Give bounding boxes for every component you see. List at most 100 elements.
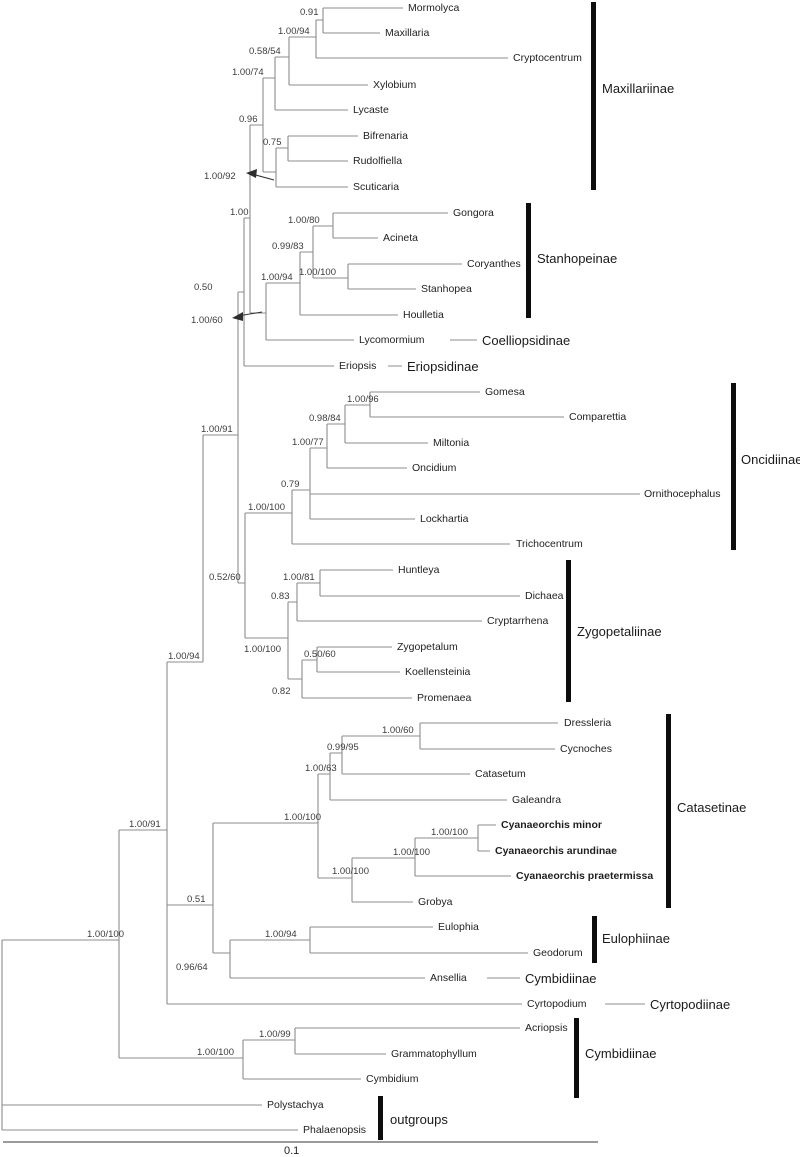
taxon-label: Mormolyca — [408, 2, 460, 14]
support-value: 1.00/91 — [201, 424, 233, 435]
support-value: 1.00/100 — [284, 812, 321, 823]
subfamily-label: Eriopsidinae — [407, 359, 479, 374]
taxon-label: Maxillaria — [385, 27, 430, 39]
support-value: 0.58/54 — [249, 46, 281, 57]
subfamily-bar — [378, 1096, 383, 1140]
inline-subfamily-labels: Coelliopsidinae Eriopsidinae Cymbidiinae… — [407, 333, 730, 1012]
taxon-label: Oncidium — [412, 462, 457, 474]
taxon-label: Cycnoches — [560, 743, 612, 755]
subfamily-label: Catasetinae — [677, 800, 746, 815]
taxon-label: Geodorum — [533, 947, 583, 959]
subfamily-bar — [566, 560, 571, 702]
subfamily-label: Eulophiinae — [602, 931, 670, 946]
support-value: 1.00/100 — [332, 866, 369, 877]
subfamily-label: Oncidiinae — [741, 452, 800, 467]
subfamily-bars: Maxillariinae Stanhopeinae Oncidiinae Zy… — [378, 2, 800, 1140]
taxon-label: Cymbidium — [366, 1073, 419, 1085]
taxon-label: Lycaste — [353, 104, 389, 116]
taxon-label: Cyrtopodium — [527, 998, 587, 1010]
support-value: 1.00/96 — [347, 394, 379, 405]
arrow-pointer — [246, 169, 275, 181]
support-value: 0.83 — [271, 591, 290, 602]
arrow-pointer — [232, 311, 263, 321]
support-value: 1.00/100 — [393, 847, 430, 858]
support-value: 1.00/100 — [431, 827, 468, 838]
support-value: 1.00/92 — [204, 171, 236, 182]
taxon-label: Trichocentrum — [516, 538, 583, 550]
support-value: 1.00/100 — [299, 267, 336, 278]
support-value: 1.00/94 — [265, 929, 297, 940]
tree-branches — [1, 7, 645, 1131]
taxon-label: Cyanaeorchis praetermissa — [516, 870, 653, 882]
taxon-label: Zygopetalum — [397, 641, 458, 653]
support-value: 0.50/60 — [304, 649, 336, 660]
subfamily-bar — [731, 383, 736, 550]
subfamily-label: outgroups — [390, 1112, 448, 1127]
taxon-label: Grammatophyllum — [391, 1048, 477, 1060]
support-value: 1.00/77 — [292, 437, 324, 448]
subfamily-bar — [526, 203, 531, 318]
taxon-label: Coryanthes — [467, 258, 521, 270]
taxon-label: Catasetum — [475, 768, 526, 780]
taxon-label: Grobya — [418, 896, 453, 908]
taxon-label: Gomesa — [485, 386, 525, 398]
taxon-label: Eulophia — [438, 921, 479, 933]
support-value: 0.51 — [187, 894, 206, 905]
taxon-label: Promenaea — [417, 692, 471, 704]
support-value: 1.00/100 — [248, 502, 285, 513]
support-value: 1.00/60 — [191, 315, 223, 326]
subfamily-bar — [591, 2, 596, 190]
taxon-label: Phalaenopsis — [303, 1124, 366, 1136]
subfamily-bar — [574, 1018, 579, 1098]
taxon-label: Dressleria — [564, 717, 611, 729]
subfamily-label: Cymbidiinae — [585, 1046, 657, 1061]
support-value: 0.79 — [281, 479, 300, 490]
taxon-label: Lockhartia — [420, 513, 469, 525]
scale-label: 0.1 — [284, 1145, 299, 1157]
taxon-label: Eriopsis — [339, 360, 376, 372]
taxa-labels: Mormolyca Maxillaria Cryptocentrum Xylob… — [267, 2, 720, 1136]
support-value: 0.75 — [263, 137, 282, 148]
support-value: 1.00/74 — [232, 67, 264, 78]
support-value: 1.00/94 — [278, 26, 310, 37]
support-value: 0.96/64 — [176, 962, 208, 973]
support-values: 0.91 1.00/94 0.58/54 1.00/74 0.96 0.75 1… — [87, 7, 468, 1058]
support-value: 1.00/80 — [288, 215, 320, 226]
support-value: 1.00/63 — [305, 763, 337, 774]
support-value: 0.91 — [300, 7, 319, 18]
support-value: 1.00/91 — [129, 819, 161, 830]
support-value: 0.99/83 — [272, 241, 304, 252]
taxon-label: Cyanaeorchis minor — [501, 819, 602, 831]
taxon-label: Cyanaeorchis arundinae — [495, 845, 617, 857]
subfamily-label: Zygopetaliinae — [577, 624, 662, 639]
support-value: 1.00/94 — [261, 272, 293, 283]
support-value: 0.98/84 — [309, 413, 341, 424]
taxon-label: Rudolfiella — [353, 155, 402, 167]
taxon-label: Ornithocephalus — [644, 488, 720, 500]
support-value: 1.00/99 — [259, 1029, 291, 1040]
taxon-label: Koellensteinia — [405, 666, 471, 678]
taxon-label: Bifrenaria — [363, 130, 408, 142]
taxon-label: Scuticaria — [353, 181, 399, 193]
support-value: 0.52/60 — [209, 572, 241, 583]
subfamily-bar — [592, 916, 597, 963]
subfamily-bar — [666, 714, 671, 908]
taxon-label: Cryptocentrum — [513, 52, 582, 64]
taxon-label: Acineta — [383, 232, 418, 244]
taxon-label: Cryptarrhena — [487, 615, 548, 627]
taxon-label: Stanhopea — [421, 283, 472, 295]
support-value: 1.00/100 — [87, 929, 124, 940]
subfamily-label: Coelliopsidinae — [482, 333, 570, 348]
support-value: 1.00/81 — [283, 572, 315, 583]
taxon-label: Polystachya — [267, 1099, 324, 1111]
support-value: 0.99/95 — [327, 742, 359, 753]
taxon-label: Ansellia — [430, 972, 467, 984]
taxon-label: Lycomormium — [359, 334, 425, 346]
taxon-label: Miltonia — [433, 437, 469, 449]
taxon-label: Huntleya — [398, 564, 440, 576]
support-value: 0.50 — [194, 282, 213, 293]
subfamily-label: Cymbidiinae — [525, 971, 597, 986]
taxon-label: Xylobium — [373, 79, 416, 91]
